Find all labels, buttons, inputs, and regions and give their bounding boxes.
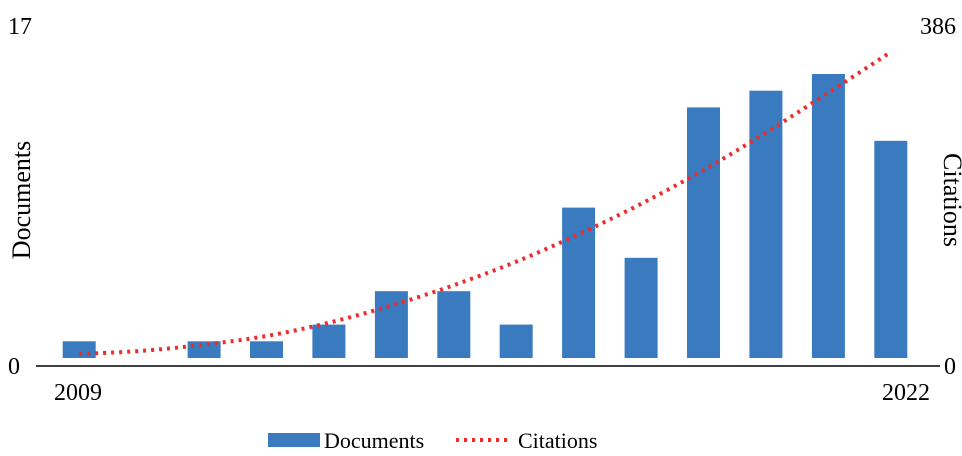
bar-2013 [312, 325, 345, 358]
bar-2016 [500, 325, 533, 358]
bar-2012 [250, 341, 283, 358]
legend: Documents Citations [268, 428, 597, 453]
bar-2015 [437, 291, 470, 358]
legend-documents-swatch [268, 433, 320, 447]
y2-axis-min-label: 0 [944, 354, 956, 380]
bar-2022 [874, 141, 907, 358]
y2-axis-max-label: 386 [920, 14, 956, 40]
y-axis-min-label: 0 [8, 354, 20, 380]
legend-citations-label: Citations [518, 428, 597, 453]
y-axis-max-label: 17 [8, 14, 32, 40]
bar-2018 [625, 258, 658, 358]
y2-axis-title: Citations [938, 153, 962, 247]
bar-2009 [63, 341, 96, 358]
y-axis-title: Documents [7, 141, 36, 259]
bar-2021 [812, 74, 845, 358]
legend-documents-label: Documents [324, 428, 424, 453]
documents-bars [63, 74, 908, 358]
x-axis-first-label: 2009 [54, 380, 102, 406]
x-axis-last-label: 2022 [882, 380, 930, 406]
bar-2019 [687, 107, 720, 358]
bar-2020 [749, 91, 782, 358]
